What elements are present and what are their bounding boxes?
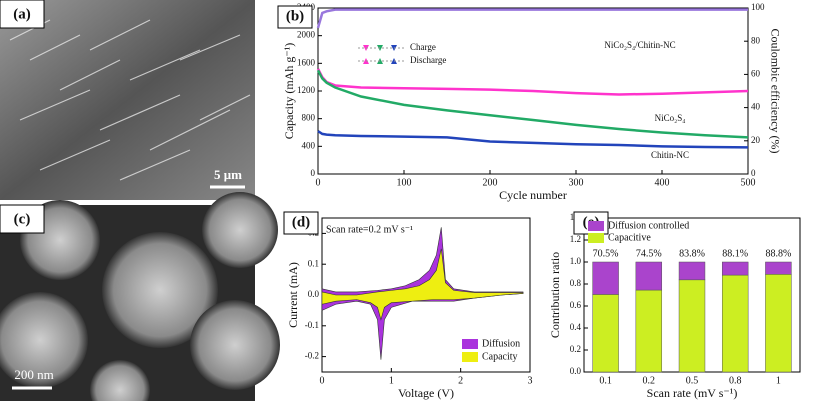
data-line (317, 130, 749, 149)
y-axis-label: Contribution ratio (548, 252, 562, 338)
x-axis-label: Scan rate (mV s⁻¹) (647, 386, 738, 400)
x-tick-label: 3 (528, 375, 533, 386)
value-label: 74.5% (636, 248, 662, 259)
panel-label: (d) (292, 214, 310, 230)
legend-swatch (462, 339, 478, 349)
bar-segment (678, 279, 706, 373)
panel-box (277, 5, 313, 29)
legend-swatch (588, 233, 604, 243)
panel-box (283, 211, 319, 235)
x-tick-label: 200 (483, 177, 498, 188)
bar-segment (592, 261, 619, 295)
bar-segment (592, 294, 619, 373)
legend-label: Capacity (482, 351, 518, 362)
image-c (0, 192, 280, 401)
y-axis-label: Current (mA) (286, 262, 300, 328)
scale-bar: 5 μm (214, 167, 242, 182)
y2-tick-label: 20 (751, 135, 761, 145)
series-label: NiCo₂S₄ (655, 113, 686, 123)
legend-swatch (462, 352, 478, 362)
x-tick-label: 0.8 (729, 375, 742, 386)
y-tick-label: -0.2 (305, 351, 319, 361)
series-label: Chitin-NC (651, 150, 689, 160)
cv-area (321, 248, 524, 321)
bar-segment (635, 261, 663, 291)
y2-tick-label: 80 (751, 35, 761, 45)
data-line (316, 8, 748, 29)
y-tick-label: 2000 (297, 30, 316, 40)
value-label: 88.8% (765, 248, 791, 259)
x-tick-label: 500 (741, 177, 756, 188)
legend-label: Diffusion controlled (608, 220, 689, 231)
y-tick-label: 1.0 (570, 256, 582, 266)
y-tick-label: 0.2 (570, 344, 581, 354)
y-tick-label: -0.1 (305, 320, 319, 330)
annotation: Scan rate=0.2 mV s⁻¹ (326, 224, 413, 235)
bar-segment (635, 289, 663, 373)
bar-segment (765, 261, 792, 275)
bar-segment (721, 261, 749, 276)
legend-label: Discharge (410, 55, 446, 65)
bar-segment (721, 274, 749, 373)
series-label: NiCo₂S₄/Chitin-NC (604, 40, 675, 50)
y2-tick-label: 40 (751, 102, 761, 112)
x-axis-label: Voltage (V) (398, 386, 454, 400)
value-label: 70.5% (593, 248, 619, 259)
panel-label: (b) (286, 8, 304, 24)
image-a (0, 0, 255, 200)
value-label: 83.8% (679, 248, 705, 259)
y-tick-label: 0.0 (308, 289, 320, 299)
y2-tick-label: 60 (751, 68, 761, 78)
y-tick-label: 0.1 (308, 258, 319, 268)
y-axis-label: Capacity (mAh g⁻¹) (282, 43, 296, 140)
bar-segment (678, 261, 706, 281)
legend-label: Diffusion (482, 338, 520, 349)
value-label: 88.1% (722, 248, 748, 259)
x-tick-label: 1 (389, 375, 394, 386)
x-tick-label: 0.1 (599, 375, 612, 386)
x-tick-label: 100 (397, 177, 412, 188)
y2-tick-label: 0 (751, 168, 756, 178)
y-tick-label: 0.0 (570, 366, 582, 376)
scale-bar: 200 nm (14, 367, 53, 382)
bar-segment (765, 274, 792, 373)
x-tick-label: 0 (320, 375, 325, 386)
y2-axis-label: Coulombic efficiency (%) (768, 28, 782, 153)
y-tick-label: 0.8 (570, 278, 582, 288)
x-tick-label: 0.5 (686, 375, 699, 386)
x-tick-label: 0.2 (643, 375, 656, 386)
x-tick-label: 2 (458, 375, 463, 386)
data-line (316, 68, 749, 96)
legend-swatch (588, 221, 604, 231)
x-tick-label: 400 (655, 177, 670, 188)
y-tick-label: 1600 (297, 57, 316, 67)
legend-label: Capacitive (608, 232, 651, 243)
panel-label: (a) (13, 6, 31, 22)
y-tick-label: 1200 (297, 85, 316, 95)
y-tick-label: 400 (302, 140, 316, 150)
x-tick-label: 300 (569, 177, 584, 188)
data-line (316, 69, 749, 139)
x-axis-label: Cycle number (499, 188, 567, 202)
y-tick-label: 800 (302, 113, 316, 123)
x-tick-label: 0 (316, 177, 321, 188)
y-tick-label: 0.4 (570, 322, 582, 332)
y-tick-label: 0.6 (570, 300, 582, 310)
y-tick-label: 1.2 (570, 234, 581, 244)
x-tick-label: 1 (776, 375, 781, 386)
y-tick-label: 0 (311, 168, 316, 178)
panel-label: (c) (14, 211, 31, 227)
y2-tick-label: 100 (751, 2, 765, 12)
legend-label: Charge (410, 42, 436, 52)
